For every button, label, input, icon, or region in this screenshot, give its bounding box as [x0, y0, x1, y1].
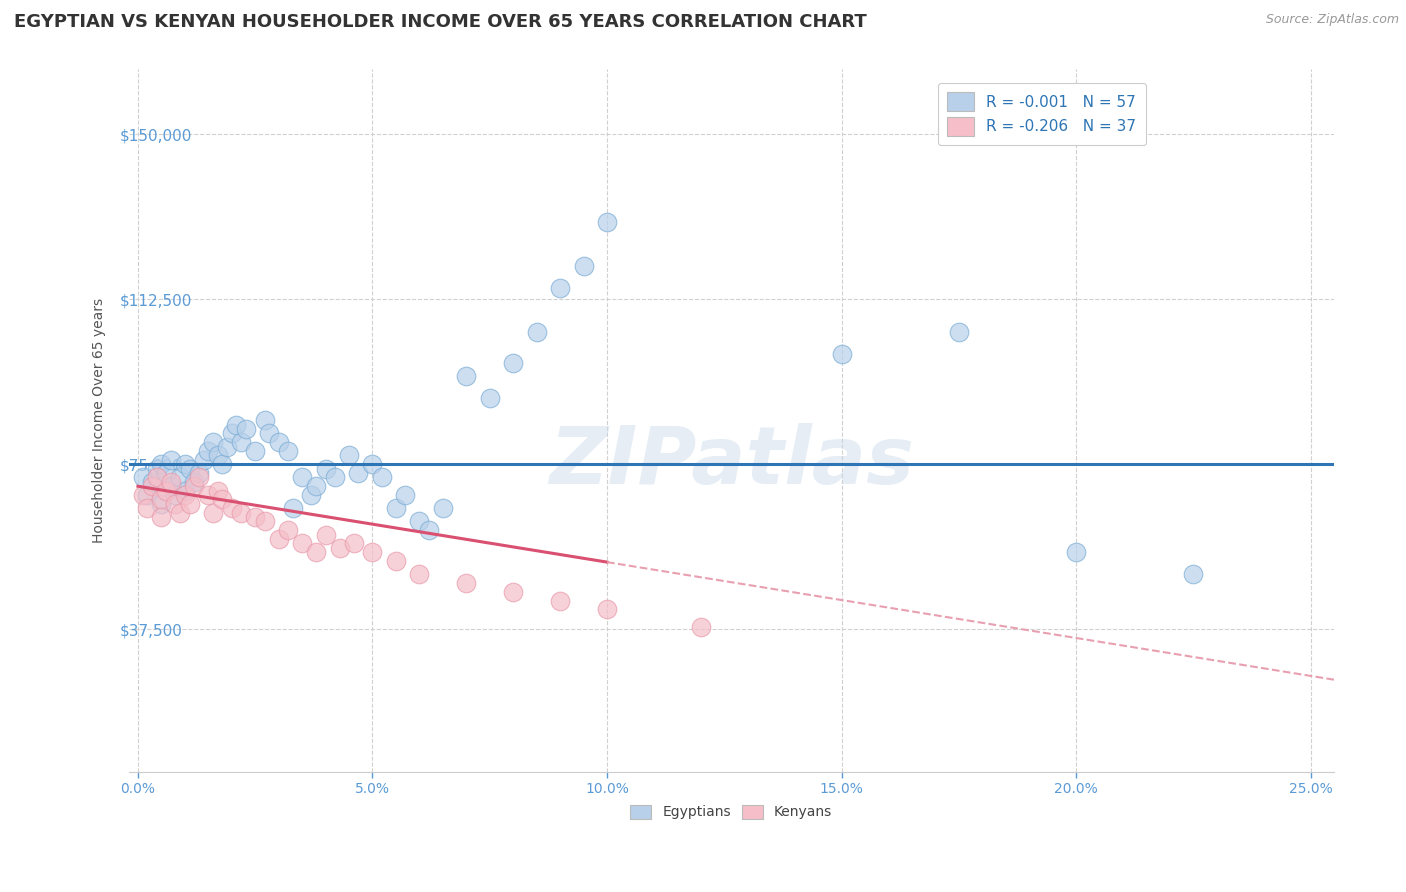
- Point: [136, 501, 159, 516]
- Point: [197, 488, 219, 502]
- Point: [165, 497, 187, 511]
- Legend: Egyptians, Kenyans: Egyptians, Kenyans: [624, 799, 838, 825]
- Point: [173, 483, 195, 498]
- Point: [253, 413, 276, 427]
- Point: [408, 567, 430, 582]
- Point: [155, 483, 177, 498]
- Point: [179, 497, 201, 511]
- Point: [221, 501, 243, 516]
- Point: [131, 470, 153, 484]
- Y-axis label: Householder Income Over 65 years: Householder Income Over 65 years: [93, 298, 107, 543]
- Point: [207, 483, 229, 498]
- Point: [305, 479, 328, 493]
- Point: [267, 532, 290, 546]
- Point: [235, 422, 257, 436]
- Point: [259, 426, 281, 441]
- Point: [201, 435, 224, 450]
- Point: [197, 444, 219, 458]
- Point: [253, 515, 276, 529]
- Point: [456, 369, 478, 384]
- Point: [150, 457, 173, 471]
- Point: [478, 392, 501, 406]
- Point: [245, 510, 267, 524]
- Point: [193, 453, 215, 467]
- Point: [145, 470, 167, 484]
- Point: [337, 449, 360, 463]
- Point: [371, 470, 394, 484]
- Point: [141, 479, 163, 493]
- Point: [394, 488, 416, 502]
- Point: [215, 440, 238, 454]
- Point: [201, 506, 224, 520]
- Point: [315, 461, 337, 475]
- Point: [361, 457, 384, 471]
- Point: [141, 475, 163, 489]
- Point: [173, 488, 195, 502]
- Point: [169, 470, 191, 484]
- Point: [291, 536, 314, 550]
- Point: [145, 461, 167, 475]
- Point: [408, 515, 430, 529]
- Point: [150, 497, 173, 511]
- Point: [323, 470, 346, 484]
- Point: [572, 260, 595, 274]
- Text: EGYPTIAN VS KENYAN HOUSEHOLDER INCOME OVER 65 YEARS CORRELATION CHART: EGYPTIAN VS KENYAN HOUSEHOLDER INCOME OV…: [14, 13, 868, 31]
- Point: [831, 347, 853, 361]
- Point: [155, 466, 177, 480]
- Point: [131, 488, 153, 502]
- Point: [418, 523, 440, 537]
- Point: [187, 466, 209, 480]
- Point: [596, 602, 619, 616]
- Point: [548, 593, 571, 607]
- Point: [526, 326, 548, 340]
- Point: [231, 506, 253, 520]
- Point: [385, 554, 408, 568]
- Point: [281, 501, 304, 516]
- Point: [245, 444, 267, 458]
- Point: [291, 470, 314, 484]
- Point: [315, 527, 337, 541]
- Point: [502, 584, 524, 599]
- Point: [183, 475, 205, 489]
- Point: [169, 506, 191, 520]
- Point: [596, 215, 619, 229]
- Point: [159, 453, 181, 467]
- Point: [165, 488, 187, 502]
- Point: [187, 470, 209, 484]
- Point: [173, 457, 195, 471]
- Point: [385, 501, 408, 516]
- Point: [179, 461, 201, 475]
- Point: [277, 523, 299, 537]
- Point: [150, 492, 173, 507]
- Text: ZIPatlas: ZIPatlas: [548, 424, 914, 501]
- Point: [136, 488, 159, 502]
- Point: [1182, 567, 1205, 582]
- Point: [361, 545, 384, 559]
- Point: [301, 488, 323, 502]
- Point: [948, 326, 970, 340]
- Point: [159, 475, 181, 489]
- Point: [267, 435, 290, 450]
- Point: [329, 541, 352, 555]
- Point: [221, 426, 243, 441]
- Text: Source: ZipAtlas.com: Source: ZipAtlas.com: [1265, 13, 1399, 27]
- Point: [183, 479, 205, 493]
- Point: [432, 501, 454, 516]
- Point: [277, 444, 299, 458]
- Point: [456, 576, 478, 591]
- Point: [211, 492, 233, 507]
- Point: [225, 417, 247, 432]
- Point: [1064, 545, 1087, 559]
- Point: [347, 466, 370, 480]
- Point: [211, 457, 233, 471]
- Point: [548, 281, 571, 295]
- Point: [502, 356, 524, 370]
- Point: [159, 479, 181, 493]
- Point: [689, 620, 711, 634]
- Point: [343, 536, 366, 550]
- Point: [305, 545, 328, 559]
- Point: [231, 435, 253, 450]
- Point: [150, 510, 173, 524]
- Point: [207, 449, 229, 463]
